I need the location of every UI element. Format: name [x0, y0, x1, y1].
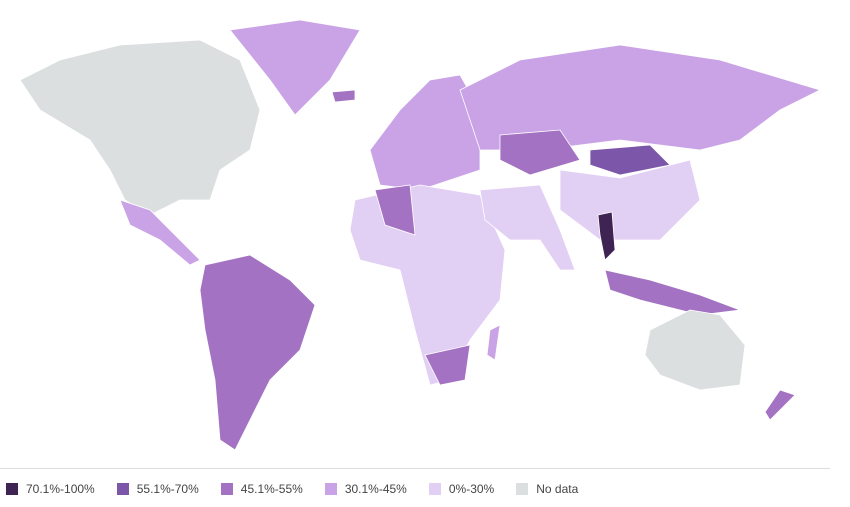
- legend-item: 70.1%-100%: [6, 482, 95, 496]
- australia: [644, 309, 746, 391]
- south-america: [199, 254, 316, 451]
- legend-swatch: [324, 483, 337, 495]
- kazakhstan: [499, 129, 581, 176]
- legend-label: No data: [536, 482, 579, 496]
- legend-item: No data: [516, 482, 578, 496]
- legend-swatch: [428, 483, 441, 495]
- southeast-asia: [604, 269, 741, 316]
- central-america: [119, 199, 201, 266]
- divider: [0, 468, 830, 469]
- legend-swatch: [116, 483, 129, 495]
- iceland: [331, 89, 356, 103]
- algeria: [374, 184, 416, 236]
- legend-label: 45.1%-55%: [240, 482, 303, 496]
- greenland: [229, 19, 361, 116]
- legend-swatch: [516, 483, 529, 495]
- legend: 70.1%-100% 55.1%-70% 45.1%-55% 30.1%-45% 0%-…: [6, 482, 578, 496]
- legend-swatch: [6, 483, 18, 495]
- myanmar: [597, 211, 616, 261]
- madagascar: [486, 324, 501, 361]
- legend-label: 70.1%-100%: [26, 482, 95, 496]
- china: [559, 159, 701, 241]
- mongolia: [589, 144, 671, 176]
- legend-label: 0%-30%: [448, 482, 495, 496]
- legend-swatch: [220, 483, 233, 495]
- new-zealand: [764, 389, 796, 421]
- legend-item: 45.1%-55%: [220, 482, 303, 496]
- legend-item: 0%-30%: [428, 482, 495, 496]
- legend-label: 55.1%-70%: [136, 482, 199, 496]
- legend-item: 30.1%-45%: [324, 482, 407, 496]
- legend-label: 30.1%-45%: [344, 482, 407, 496]
- legend-item: 55.1%-70%: [116, 482, 199, 496]
- middle-east-india: [479, 184, 576, 271]
- south-africa: [424, 344, 471, 386]
- world-map: [19, 19, 822, 451]
- north-america: [19, 39, 261, 216]
